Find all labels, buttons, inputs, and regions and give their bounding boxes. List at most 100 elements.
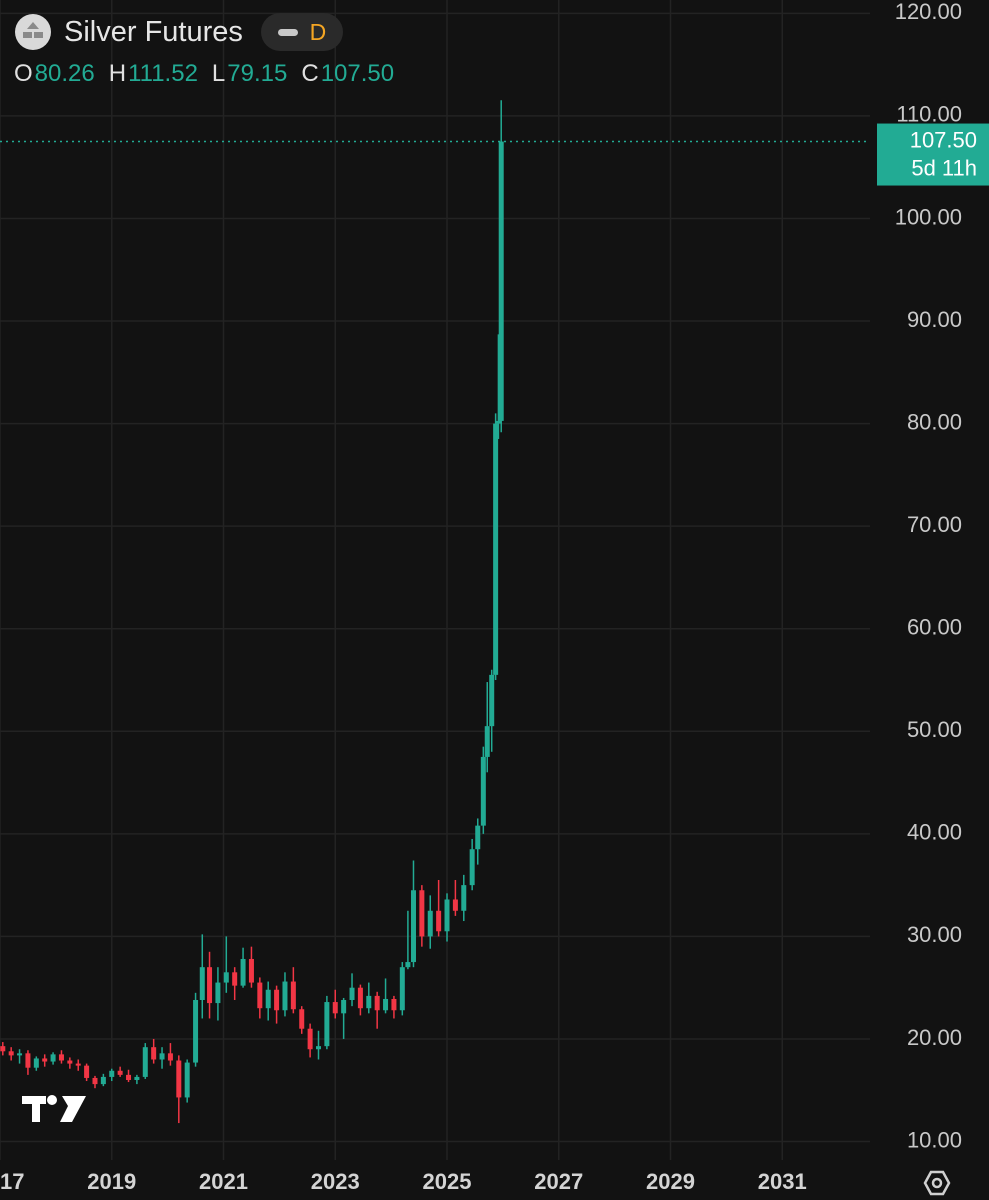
- y-tick-label: 120.00: [895, 0, 962, 24]
- y-tick-label: 70.00: [907, 512, 962, 537]
- y-tick-label: 80.00: [907, 409, 962, 434]
- y-tick-label: 100.00: [895, 204, 962, 229]
- candle-body: [134, 1076, 140, 1080]
- candle-body: [469, 849, 475, 886]
- candle-body: [357, 987, 363, 1009]
- y-tick-label: 10.00: [907, 1127, 962, 1152]
- symbol-icon: [15, 14, 51, 50]
- ohlc-label: L: [211, 60, 226, 87]
- candle-body: [374, 995, 380, 1011]
- candle-body: [274, 989, 280, 1011]
- candle-body: [341, 1000, 347, 1014]
- candle-body: [307, 1028, 313, 1050]
- ohlc-label: O: [14, 60, 33, 87]
- candle-body: [444, 899, 450, 932]
- y-tick-label: 40.00: [907, 820, 962, 845]
- candle-body: [349, 987, 355, 1000]
- interval-pill[interactable]: D: [260, 13, 343, 51]
- tv-logo: [22, 1095, 86, 1122]
- y-tick-label: 30.00: [907, 922, 962, 947]
- candle-body: [8, 1051, 14, 1056]
- candle-body: [92, 1077, 98, 1085]
- candle-body: [100, 1076, 106, 1085]
- ohlc-value: 107.50: [320, 60, 395, 87]
- candle-body: [33, 1058, 39, 1068]
- last-price-tag: [877, 123, 989, 186]
- ohlc-value: 80.26: [34, 60, 95, 87]
- candle-body: [493, 423, 499, 675]
- y-tick-label: 110.00: [896, 102, 962, 127]
- x-tick-label: 2023: [311, 1169, 360, 1194]
- candle-body: [151, 1047, 157, 1060]
- candle-body: [50, 1054, 56, 1062]
- x-tick-label: 2025: [423, 1169, 472, 1194]
- candle-body: [184, 1062, 190, 1098]
- x-tick-label: 2019: [87, 1169, 136, 1194]
- candle-body: [117, 1070, 123, 1075]
- y-tick-label: 90.00: [907, 307, 962, 332]
- candle-body: [399, 967, 405, 1011]
- candle-body: [475, 825, 481, 850]
- candle-body: [419, 890, 425, 937]
- interval: D: [309, 18, 327, 45]
- candle-body: [42, 1058, 48, 1062]
- candle-body: [17, 1053, 23, 1056]
- ohlc-label: C: [301, 60, 319, 87]
- candle-body: [207, 967, 213, 1004]
- last-price-label: 107.50: [910, 127, 977, 152]
- candle-body: [199, 967, 205, 1000]
- title-row: Silver Futures D: [14, 10, 343, 54]
- x-tick-label: 2029: [646, 1169, 695, 1194]
- pill-dash: [277, 28, 298, 36]
- y-tick-label: 20.00: [907, 1025, 962, 1050]
- candle-body: [75, 1063, 81, 1066]
- candle-body: [257, 982, 263, 1009]
- candle-body: [383, 998, 389, 1011]
- candle-body: [324, 1002, 330, 1047]
- candle-body: [25, 1053, 31, 1068]
- candle-body: [167, 1053, 173, 1061]
- chart-title: Silver Futures: [64, 15, 243, 48]
- candle-body: [193, 1000, 199, 1063]
- candle-body: [84, 1065, 90, 1078]
- candle-body: [0, 1046, 6, 1052]
- candle-body: [495, 420, 501, 424]
- candle-body: [315, 1046, 321, 1050]
- candle-body: [366, 995, 372, 1009]
- candle-body: [427, 910, 433, 937]
- ohlc-value: 79.15: [227, 60, 288, 87]
- candle-body: [461, 885, 467, 911]
- countdown-label: 5d 11h: [911, 155, 977, 180]
- candle-body: [58, 1054, 64, 1061]
- candle-body: [109, 1070, 115, 1077]
- candle-body: [410, 890, 416, 963]
- candle-body: [248, 958, 254, 983]
- candle-body: [405, 962, 411, 968]
- candle-body: [265, 989, 271, 1009]
- candle-body: [480, 756, 486, 826]
- x-tick-label: 2017: [0, 1169, 24, 1194]
- candle-body: [215, 982, 221, 1004]
- candle-body: [498, 141, 504, 421]
- candle-body: [223, 972, 229, 983]
- candle-body: [452, 899, 458, 911]
- candle-body: [484, 726, 490, 757]
- candle-body: [176, 1060, 182, 1098]
- x-tick-label: 2031: [758, 1169, 807, 1194]
- x-tick-label: 2027: [534, 1169, 583, 1194]
- candle-body: [67, 1060, 73, 1064]
- candle-body: [489, 674, 495, 727]
- ohlc-label: H: [108, 60, 127, 87]
- y-tick-label: 60.00: [907, 615, 962, 640]
- candle-body: [142, 1047, 148, 1077]
- x-tick-label: 2021: [199, 1169, 248, 1194]
- settings-icon[interactable]: [923, 1170, 951, 1196]
- candle-body: [126, 1074, 132, 1080]
- candle-body: [332, 1002, 338, 1014]
- candle-body: [232, 972, 238, 986]
- candle-body: [282, 981, 288, 1011]
- candle-body: [240, 958, 246, 986]
- candle-body: [299, 1009, 305, 1029]
- candle-body: [159, 1053, 165, 1060]
